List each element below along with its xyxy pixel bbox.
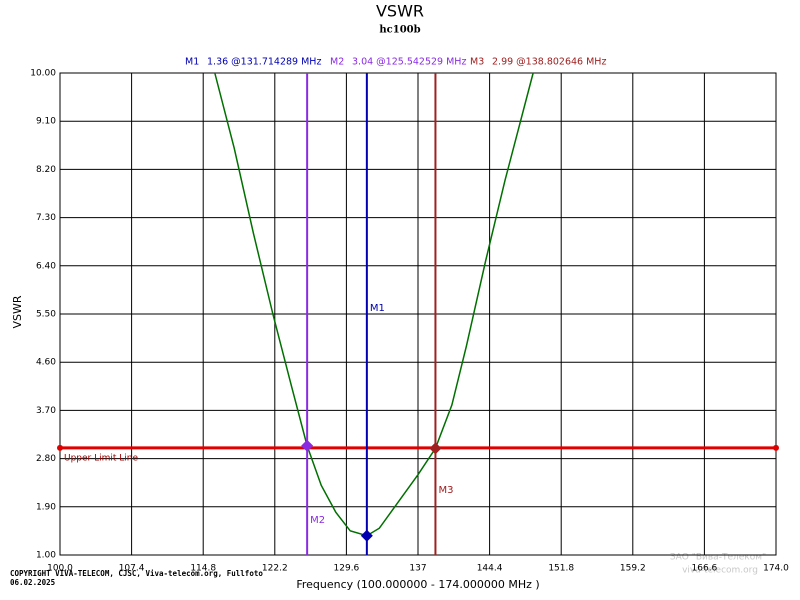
y-tick-label: 10.00	[30, 69, 56, 79]
x-tick-label: 129.6	[334, 564, 360, 574]
watermark: ЗАО "Вива-Телеком"	[670, 553, 766, 563]
watermark: viva-telecom.org	[682, 566, 758, 576]
limit-end	[57, 444, 63, 451]
limit-label: Upper Limit Line	[64, 453, 139, 463]
marker-label: M2	[310, 515, 325, 526]
marker-point	[429, 442, 442, 455]
x-tick-label: 122.2	[262, 564, 288, 574]
y-tick-label: 4.60	[36, 358, 56, 368]
chart-title: VSWR	[376, 2, 424, 21]
y-tick-label: 8.20	[36, 165, 56, 175]
y-tick-label: 1.90	[36, 502, 56, 512]
marker-label: M1	[370, 303, 385, 314]
marker-label: M3	[438, 485, 453, 496]
y-tick-label: 1.00	[36, 551, 56, 561]
y-tick-label: 9.10	[36, 117, 56, 127]
y-tick-label: 7.30	[36, 213, 56, 223]
marker-point	[360, 529, 373, 542]
x-tick-label: 114.8	[190, 564, 216, 574]
marker-name: M3	[470, 57, 484, 68]
y-axis-label: VSWR	[11, 295, 24, 328]
marker-readout: 2.99 @138.802646 MHz	[492, 57, 606, 68]
marker-readout: 3.04 @125.542529 MHz	[352, 57, 466, 68]
marker-point	[301, 439, 314, 452]
footer: COPYRIGHT VIVA-TELECOM, CJSC, Viva-telec…	[10, 569, 263, 578]
x-tick-label: 174.0	[763, 564, 789, 574]
x-tick-label: 159.2	[620, 564, 646, 574]
x-tick-label: 137	[409, 564, 426, 574]
y-tick-label: 3.70	[36, 406, 56, 416]
x-axis-label: Frequency (100.000000 - 174.000000 MHz )	[296, 578, 539, 591]
marker-readout: 1.36 @131.714289 MHz	[207, 57, 321, 68]
plot-border	[59, 72, 777, 556]
marker-name: M2	[330, 57, 344, 68]
x-tick-label: 151.8	[548, 564, 574, 574]
y-tick-label: 6.40	[36, 261, 56, 271]
x-tick-label: 144.4	[477, 564, 503, 574]
y-tick-label: 2.80	[36, 454, 56, 464]
limit-end	[773, 444, 779, 451]
x-tick-label: 107.4	[119, 564, 145, 574]
footer: 06.02.2025	[10, 578, 55, 587]
y-tick-label: 5.50	[36, 310, 56, 320]
x-tick-label: 100.0	[47, 564, 73, 574]
x-tick-label: 166.6	[692, 564, 718, 574]
chart-subtitle: hc100b	[379, 25, 420, 36]
marker-name: M1	[185, 57, 199, 68]
